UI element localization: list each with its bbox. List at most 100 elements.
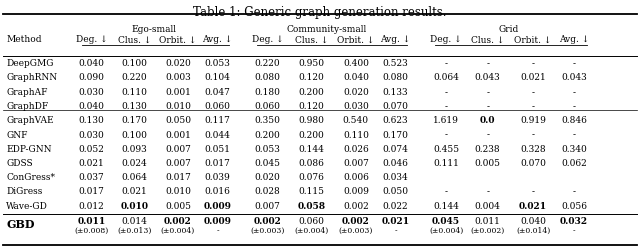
Text: -: - — [486, 188, 489, 196]
Text: 0.014: 0.014 — [122, 218, 147, 226]
Text: 0.043: 0.043 — [475, 74, 500, 82]
Text: 0.053: 0.053 — [205, 59, 230, 68]
Text: 0.540: 0.540 — [343, 116, 369, 125]
Text: 0.180: 0.180 — [255, 88, 280, 97]
Text: 0.020: 0.020 — [255, 173, 280, 182]
Text: Avg. ↓: Avg. ↓ — [202, 36, 233, 44]
Text: EDP-GNN: EDP-GNN — [6, 145, 52, 154]
Text: (±0.013): (±0.013) — [117, 227, 152, 235]
Text: -: - — [445, 59, 447, 68]
Text: 0.046: 0.046 — [383, 159, 408, 168]
Text: 0.060: 0.060 — [205, 102, 230, 111]
Text: 0.039: 0.039 — [205, 173, 230, 182]
Text: 0.120: 0.120 — [299, 74, 324, 82]
Text: 0.950: 0.950 — [299, 59, 324, 68]
Text: (±0.003): (±0.003) — [339, 227, 373, 235]
Text: GraphAF: GraphAF — [6, 88, 48, 97]
Text: 0.017: 0.017 — [79, 188, 104, 196]
Text: 0.133: 0.133 — [383, 88, 408, 97]
Text: 0.040: 0.040 — [79, 102, 104, 111]
Text: 0.045: 0.045 — [432, 218, 460, 226]
Text: -: - — [486, 130, 489, 140]
Text: 0.010: 0.010 — [120, 202, 148, 211]
Text: 0.011: 0.011 — [475, 218, 500, 226]
Text: -: - — [573, 88, 575, 97]
Text: 0.040: 0.040 — [79, 59, 104, 68]
Text: (±0.014): (±0.014) — [516, 227, 550, 235]
Text: (±0.008): (±0.008) — [74, 227, 109, 235]
Text: Ego-small: Ego-small — [131, 26, 176, 35]
Text: Avg. ↓: Avg. ↓ — [380, 36, 411, 44]
Text: -: - — [532, 102, 534, 111]
Text: -: - — [532, 59, 534, 68]
Text: Deg. ↓: Deg. ↓ — [76, 36, 108, 44]
Text: 0.051: 0.051 — [205, 145, 230, 154]
Text: 0.104: 0.104 — [205, 74, 230, 82]
Text: 0.044: 0.044 — [205, 130, 230, 140]
Text: 0.086: 0.086 — [299, 159, 324, 168]
Text: 0.007: 0.007 — [165, 159, 191, 168]
Text: GraphRNN: GraphRNN — [6, 74, 58, 82]
Text: 0.220: 0.220 — [122, 74, 147, 82]
Text: 0.001: 0.001 — [165, 88, 191, 97]
Text: 0.020: 0.020 — [165, 59, 191, 68]
Text: 0.002: 0.002 — [164, 218, 192, 226]
Text: -: - — [573, 227, 575, 235]
Text: 0.028: 0.028 — [255, 188, 280, 196]
Text: 0.021: 0.021 — [122, 188, 147, 196]
Text: 0.004: 0.004 — [475, 202, 500, 211]
Text: 0.043: 0.043 — [561, 74, 587, 82]
Text: -: - — [573, 59, 575, 68]
Text: Avg. ↓: Avg. ↓ — [559, 36, 589, 44]
Text: 0.058: 0.058 — [298, 202, 326, 211]
Text: -: - — [486, 102, 489, 111]
Text: 0.021: 0.021 — [519, 202, 547, 211]
Text: -: - — [573, 102, 575, 111]
Text: 0.400: 0.400 — [343, 59, 369, 68]
Text: 0.030: 0.030 — [79, 130, 104, 140]
Text: 0.100: 0.100 — [122, 59, 147, 68]
Text: 0.007: 0.007 — [255, 202, 280, 211]
Text: (±0.004): (±0.004) — [161, 227, 195, 235]
Text: 0.0: 0.0 — [480, 116, 495, 125]
Text: 0.026: 0.026 — [343, 145, 369, 154]
Text: GNF: GNF — [6, 130, 28, 140]
Text: 0.130: 0.130 — [79, 116, 104, 125]
Text: -: - — [445, 188, 447, 196]
Text: GBD: GBD — [6, 219, 35, 230]
Text: -: - — [532, 188, 534, 196]
Text: 0.130: 0.130 — [122, 102, 147, 111]
Text: -: - — [486, 88, 489, 97]
Text: Deg. ↓: Deg. ↓ — [430, 36, 462, 44]
Text: 0.200: 0.200 — [299, 130, 324, 140]
Text: (±0.004): (±0.004) — [429, 227, 463, 235]
Text: Deg. ↓: Deg. ↓ — [252, 36, 284, 44]
Text: Orbit. ↓: Orbit. ↓ — [515, 36, 552, 44]
Text: 0.034: 0.034 — [383, 173, 408, 182]
Text: 0.076: 0.076 — [299, 173, 324, 182]
Text: 0.017: 0.017 — [205, 159, 230, 168]
Text: 0.340: 0.340 — [561, 145, 587, 154]
Text: Method: Method — [6, 36, 42, 44]
Text: 0.006: 0.006 — [343, 173, 369, 182]
Text: -: - — [216, 227, 219, 235]
Text: 0.047: 0.047 — [205, 88, 230, 97]
Text: 0.020: 0.020 — [343, 88, 369, 97]
Text: 0.040: 0.040 — [343, 74, 369, 82]
Text: 0.980: 0.980 — [299, 116, 324, 125]
Text: 0.080: 0.080 — [255, 74, 280, 82]
Text: 0.060: 0.060 — [255, 102, 280, 111]
Text: ConGress*: ConGress* — [6, 173, 56, 182]
Text: 0.037: 0.037 — [79, 173, 104, 182]
Text: GraphVAE: GraphVAE — [6, 116, 54, 125]
Text: 0.846: 0.846 — [561, 116, 587, 125]
Text: 0.010: 0.010 — [165, 188, 191, 196]
Text: 0.017: 0.017 — [165, 173, 191, 182]
Text: Clus. ↓: Clus. ↓ — [118, 36, 151, 44]
Text: 0.050: 0.050 — [383, 188, 408, 196]
Text: 0.003: 0.003 — [165, 74, 191, 82]
Text: 0.052: 0.052 — [79, 145, 104, 154]
Text: 0.090: 0.090 — [79, 74, 104, 82]
Text: GraphDF: GraphDF — [6, 102, 49, 111]
Text: 0.350: 0.350 — [255, 116, 280, 125]
